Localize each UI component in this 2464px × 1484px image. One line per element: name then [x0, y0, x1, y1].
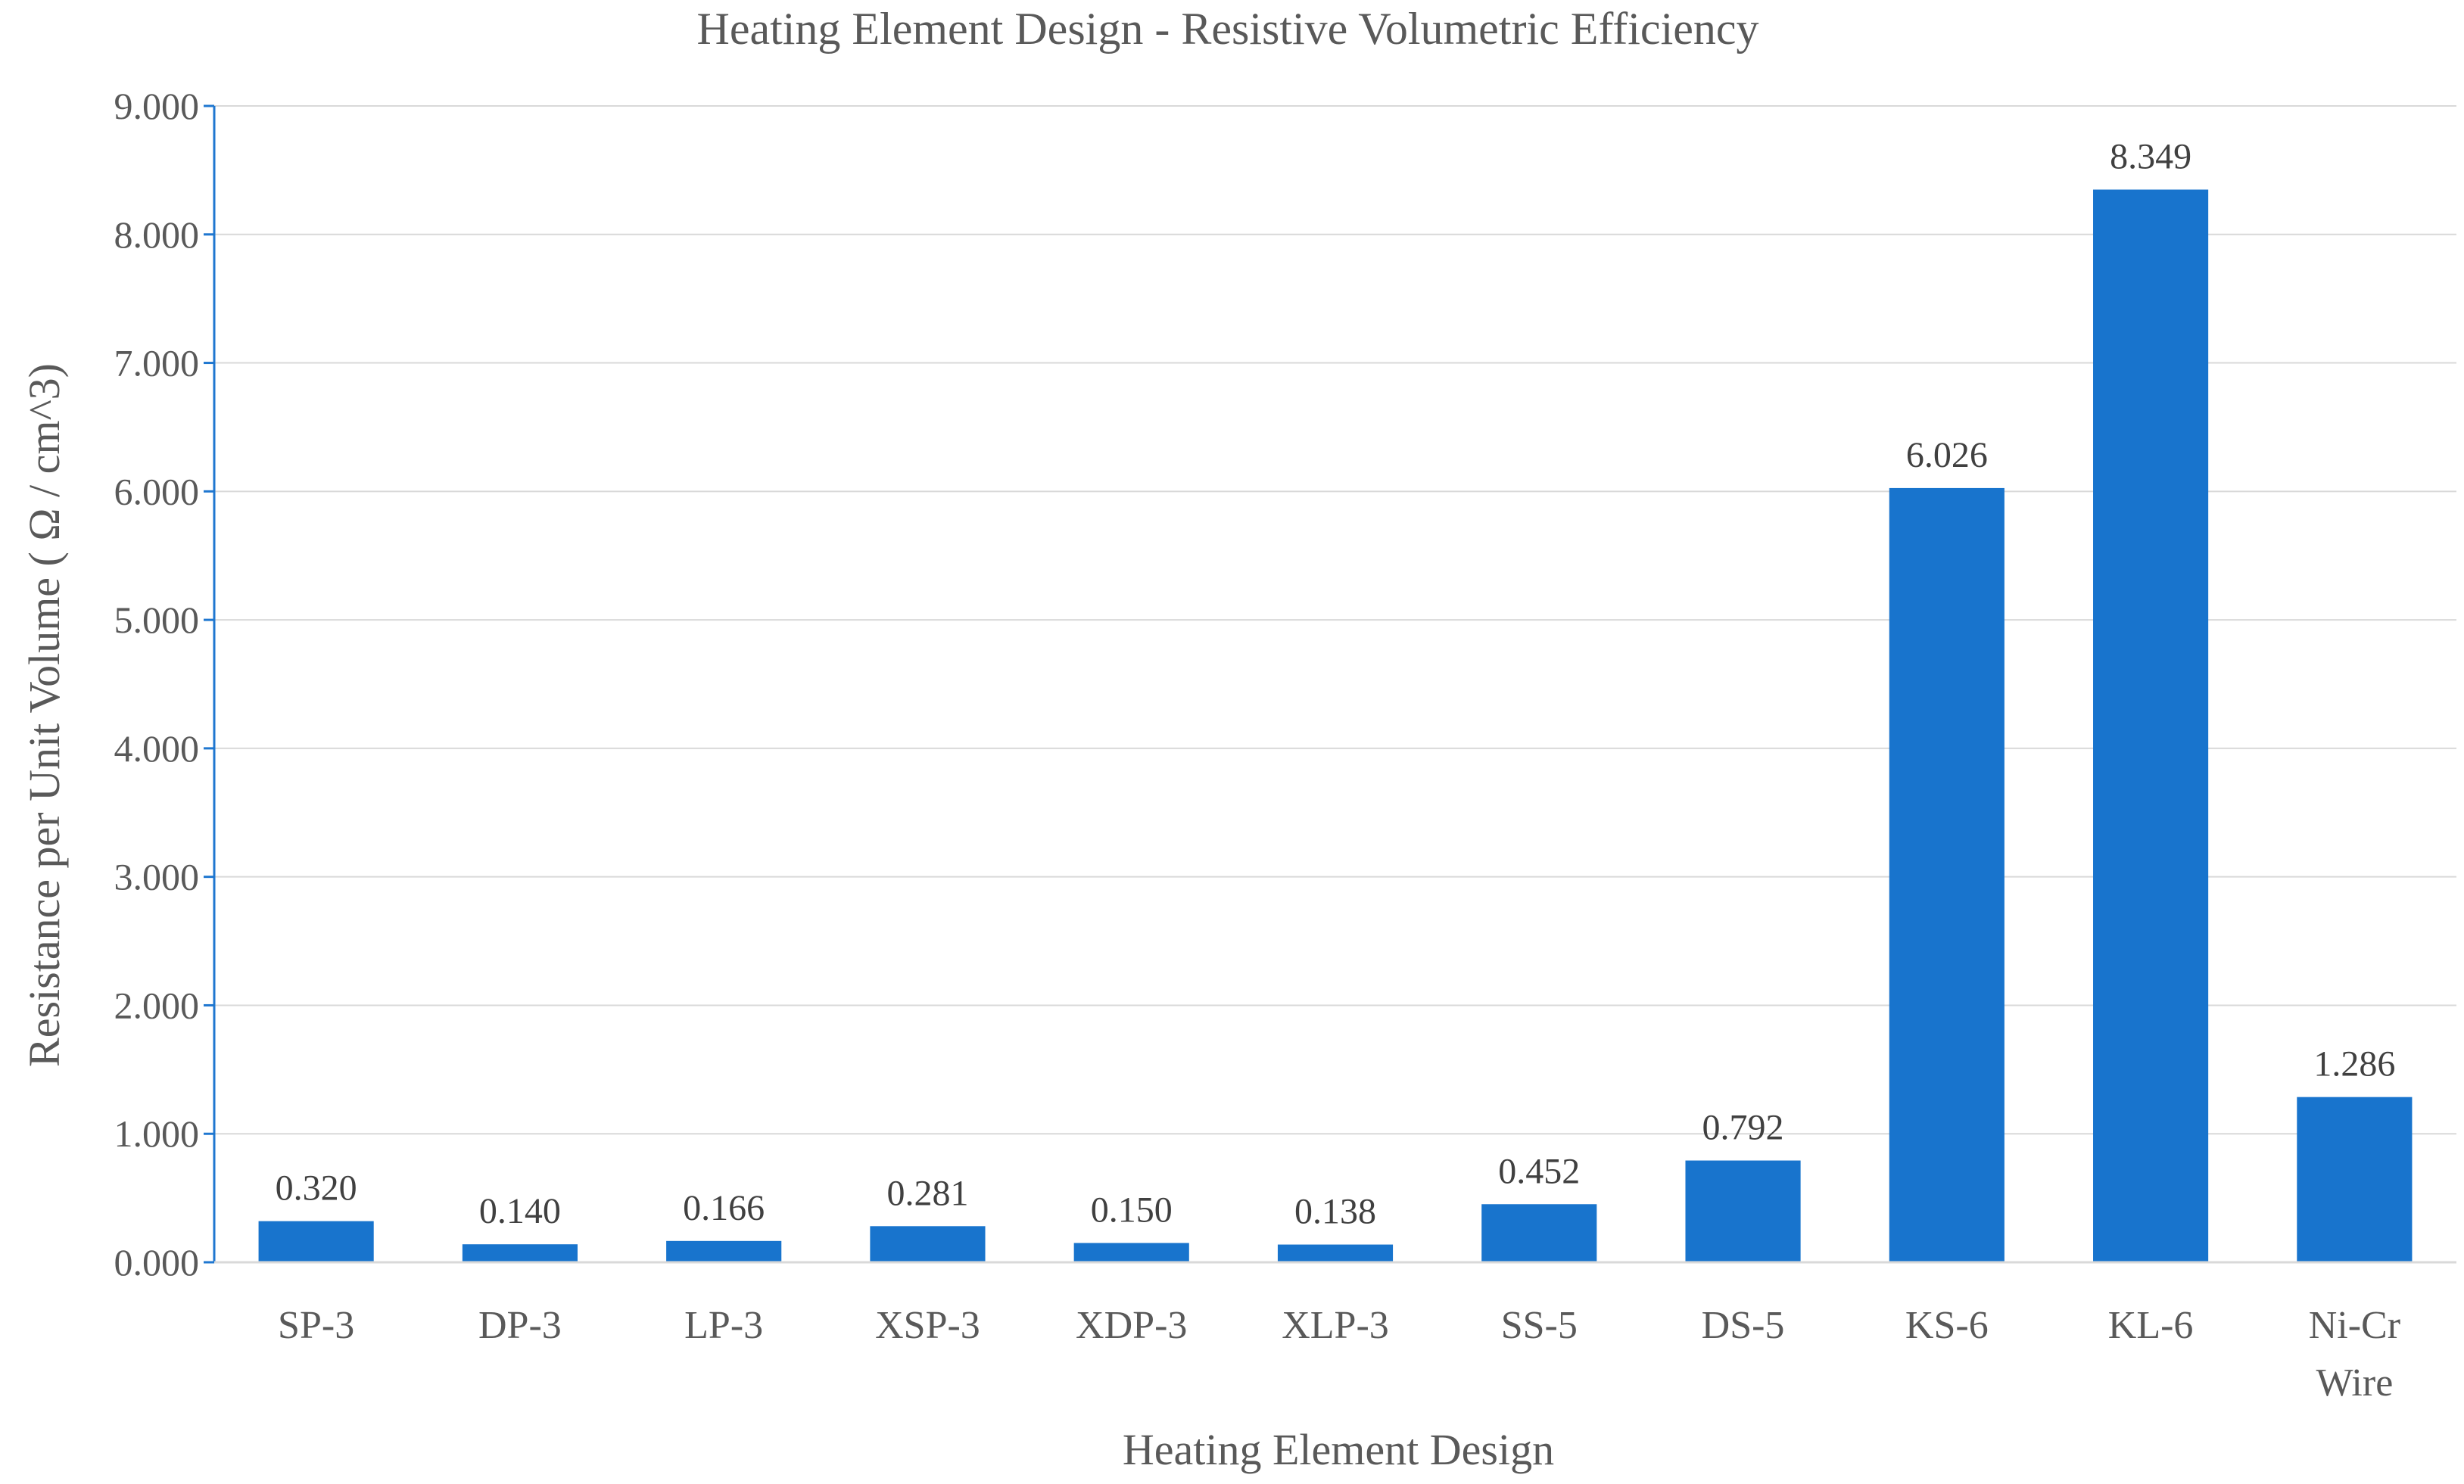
- y-axis-title: Resistance per Unit Volume ( Ω / cm^3): [20, 363, 69, 1067]
- y-tick-label: 9.000: [114, 85, 200, 127]
- y-tick-label: 2.000: [114, 984, 200, 1026]
- bar: [666, 1240, 782, 1262]
- x-category-label: Wire: [2316, 1361, 2393, 1405]
- bar: [1685, 1160, 1801, 1262]
- x-category-label: LP-3: [684, 1304, 763, 1347]
- data-label: 0.150: [1091, 1190, 1173, 1230]
- bar: [1073, 1243, 1189, 1262]
- gridlines: [214, 105, 2456, 1135]
- bar: [1481, 1204, 1597, 1262]
- data-labels: 0.320 0.140 0.166 0.281 0.150 0.138 0.452 0.792…: [276, 137, 2396, 1232]
- bar: [2297, 1097, 2413, 1262]
- x-category-label: XSP-3: [875, 1304, 980, 1347]
- x-axis-categories: SP-3 DP-3 LP-3 XSP-3 XDP-3 XLP-3 SS-5 DS-5 KS-6 K…: [278, 1304, 2400, 1405]
- data-label: 6.026: [1906, 435, 1988, 475]
- x-category-label: Ni-Cr: [2309, 1304, 2400, 1347]
- y-tick-label: 4.000: [114, 727, 200, 770]
- data-label: 0.281: [886, 1173, 968, 1213]
- data-label: 0.138: [1294, 1192, 1376, 1232]
- data-label: 8.349: [2110, 137, 2191, 177]
- data-label: 0.320: [276, 1168, 357, 1209]
- x-category-label: XDP-3: [1076, 1304, 1187, 1347]
- y-axis-ticks: 0.000 1.000 2.000 3.000 4.000 5.000 6.000 7.000…: [114, 85, 214, 1283]
- x-category-label: DP-3: [478, 1304, 562, 1347]
- x-category-label: DS-5: [1702, 1304, 1785, 1347]
- data-label: 0.452: [1498, 1151, 1580, 1191]
- x-category-label: SS-5: [1501, 1304, 1578, 1347]
- y-tick-label: 6.000: [114, 470, 200, 512]
- bar: [462, 1244, 578, 1262]
- y-tick-label: 8.000: [114, 213, 200, 256]
- bar: [2093, 189, 2209, 1262]
- x-category-label: XLP-3: [1282, 1304, 1389, 1347]
- data-label: 0.140: [479, 1191, 561, 1231]
- y-tick-label: 5.000: [114, 599, 200, 641]
- data-label: 0.166: [683, 1188, 765, 1228]
- bar: [870, 1226, 986, 1262]
- y-tick-label: 3.000: [114, 856, 200, 898]
- y-tick-label: 0.000: [114, 1241, 200, 1283]
- bars: [258, 189, 2413, 1262]
- y-tick-label: 1.000: [114, 1112, 200, 1155]
- bar: [258, 1221, 374, 1262]
- x-axis-title: Heating Element Design: [1123, 1425, 1554, 1474]
- x-category-label: KL-6: [2108, 1304, 2194, 1347]
- bar: [1889, 487, 2005, 1262]
- chart-title: Heating Element Design - Resistive Volum…: [697, 4, 1759, 54]
- bar: [1277, 1244, 1394, 1262]
- x-category-label: KS-6: [1905, 1304, 1989, 1347]
- data-label: 0.792: [1702, 1108, 1784, 1148]
- y-tick-label: 7.000: [114, 342, 200, 384]
- data-label: 1.286: [2313, 1044, 2395, 1084]
- x-category-label: SP-3: [278, 1304, 354, 1347]
